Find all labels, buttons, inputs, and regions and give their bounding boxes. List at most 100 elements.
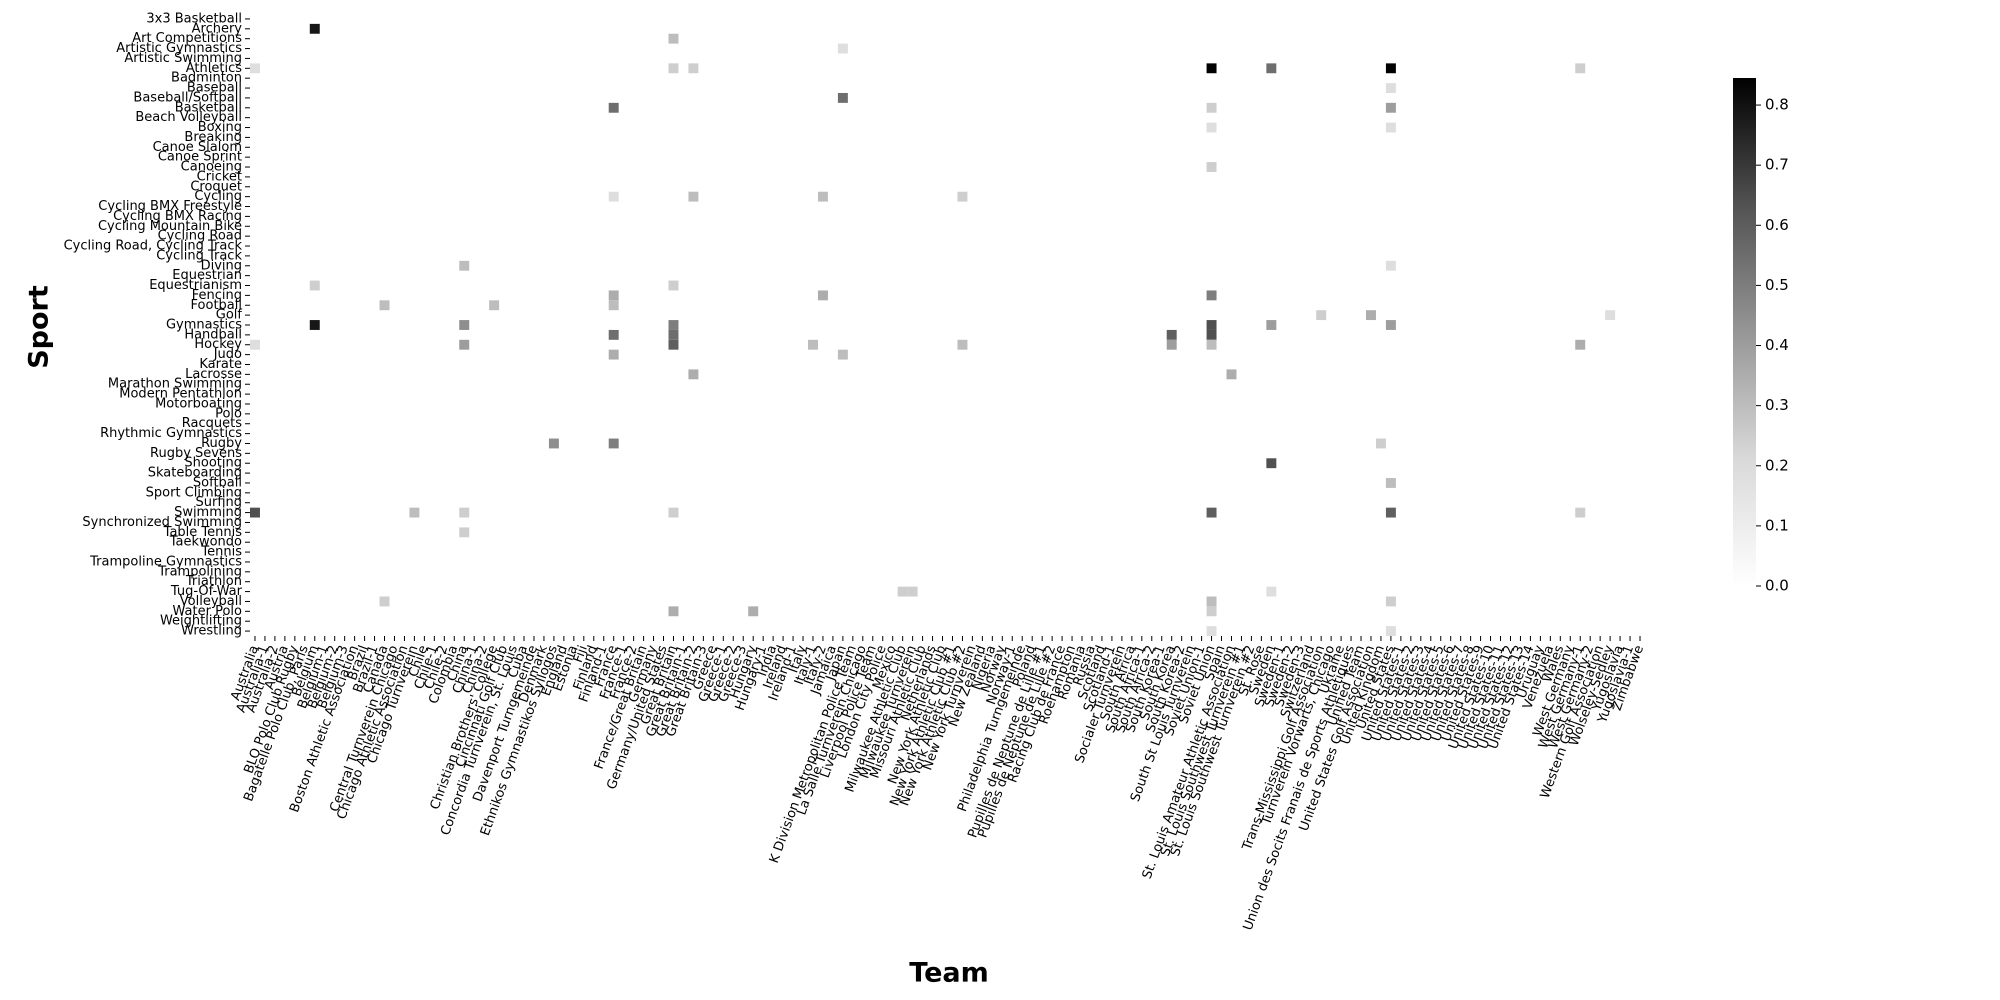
heatmap-cell [1366, 310, 1376, 321]
y-tick-label: Wrestling [181, 624, 242, 639]
heatmap-cell [1166, 339, 1177, 350]
y-tick-label: Lacrosse [185, 367, 242, 382]
heatmap-cell [817, 191, 828, 202]
y-tick-label: 3x3 Basketball [146, 11, 242, 26]
colorbar-tick-label: 0.2 [1765, 456, 1789, 474]
heatmap-cell [1206, 596, 1217, 607]
heatmap-cell [1206, 329, 1217, 340]
heatmap-cell [957, 191, 968, 202]
y-tick-label: Canoeing [181, 160, 242, 175]
y-tick-label: Gymnastics [166, 318, 242, 333]
heatmap-cell [1385, 478, 1396, 488]
heatmap-cell [1206, 102, 1217, 113]
heatmap-cell [409, 507, 420, 518]
y-tick-label: Cycling Road, Cycling Track [64, 239, 243, 254]
y-tick-label: Tug-Of-War [170, 584, 243, 599]
colorbar-tick-label: 0.1 [1765, 516, 1789, 534]
heatmap-cell [688, 369, 699, 380]
y-tick-label: Swimming [174, 505, 242, 520]
heatmap-cell [1385, 122, 1396, 133]
y-tick-label: Handball [184, 327, 242, 342]
heatmap-cell [608, 191, 619, 202]
y-tick-label: Racquets [182, 416, 242, 431]
heatmap-cell [1385, 260, 1396, 271]
y-tick-label: Archery [192, 21, 243, 36]
heatmap-cell [489, 300, 500, 311]
heatmap-cell [379, 300, 390, 311]
heatmap-cell [668, 606, 679, 617]
heatmap-cell [250, 63, 260, 74]
heatmap-cell [1206, 290, 1217, 301]
y-tick-label: Cricket [197, 169, 242, 184]
colorbar-tick-label: 0.5 [1765, 276, 1789, 294]
heatmap-cell [1575, 507, 1586, 518]
y-tick-label: Marathon Swimming [108, 377, 242, 392]
y-tick-label: Cycling Mountain Bike [98, 219, 242, 234]
heatmap-cell [808, 339, 818, 350]
heatmap-cell [1206, 507, 1217, 518]
heatmap-cell [309, 320, 320, 330]
heatmap-cell [1385, 102, 1396, 113]
y-tick-label: Cycling [194, 189, 242, 204]
colorbar-tick-label: 0.3 [1765, 396, 1789, 414]
y-tick-label: Equestrianism [149, 278, 242, 293]
heatmap-cell [1206, 606, 1217, 617]
heatmap-cell [668, 320, 679, 330]
heatmap-cell [1575, 339, 1586, 350]
heatmap-cell [459, 507, 470, 518]
colorbar-tick-label: 0.0 [1765, 577, 1789, 595]
heatmap-cell [459, 260, 470, 271]
y-tick-label: Canoe Slalom [153, 140, 242, 155]
y-tick-label: Synchronized Swimming [82, 515, 242, 530]
heatmap-cell [250, 339, 260, 350]
y-tick-label: Equestrian [172, 268, 242, 283]
heatmap-cell [1605, 310, 1616, 321]
heatmap-cell [608, 290, 619, 301]
colorbar-tick-label: 0.7 [1765, 156, 1789, 174]
y-tick-label: Volleyball [180, 594, 242, 609]
y-tick-label: Rugby [201, 436, 242, 451]
y-tick-label: Trampoline Gymnastics [89, 554, 242, 569]
y-tick-label: Softball [193, 475, 242, 490]
heatmap-cell [1206, 63, 1217, 74]
y-tick-label: Boxing [198, 120, 242, 135]
y-tick-label: Golf [216, 308, 243, 323]
y-tick-label: Cycling Road [158, 229, 242, 244]
heatmap-cell [1206, 122, 1217, 133]
heatmap-cell [688, 63, 699, 74]
heatmap-cell [668, 507, 679, 518]
heatmap-cell [459, 339, 470, 350]
heatmap-cell [907, 586, 918, 597]
heatmap-cell [309, 23, 320, 34]
y-tick-label: Hockey [194, 337, 242, 352]
heatmap-cell [1385, 320, 1396, 330]
heatmap-cell [688, 191, 699, 202]
heatmap-cell [309, 280, 320, 291]
y-tick-label: Judo [213, 347, 242, 362]
heatmap-cell [1385, 83, 1396, 93]
colorbar [1733, 78, 1756, 586]
heatmap-cell [1385, 596, 1396, 607]
y-tick-label: Trampolining [157, 564, 242, 579]
y-tick-label: Artistic Swimming [124, 51, 242, 66]
heatmap-cell [897, 586, 908, 597]
y-tick-label: Modern Pentathlon [119, 387, 242, 402]
y-tick-label: Canoe Sprint [158, 150, 242, 165]
y-tick-label: Cycling BMX Freestyle [98, 199, 242, 214]
y-tick-label: Football [191, 298, 242, 313]
y-tick-label: Cycling Track [156, 248, 242, 263]
y-tick-label: Triathlon [185, 574, 242, 589]
heatmap-cell [1266, 586, 1277, 597]
heatmap-cell [250, 507, 260, 518]
x-axis-title: Team [909, 958, 989, 989]
heatmap-cell [817, 290, 828, 301]
heatmap-cell [1266, 458, 1277, 469]
heatmap-cell [957, 339, 968, 350]
heatmap-cell [1266, 320, 1277, 330]
heatmap-cell [837, 43, 848, 54]
heatmap-cell [1206, 626, 1217, 636]
y-tick-label: Table Tennis [163, 525, 243, 540]
y-tick-label: Water Polo [173, 604, 243, 619]
y-tick-label: Sport Climbing [146, 485, 242, 500]
y-tick-label: Croquet [190, 179, 242, 194]
